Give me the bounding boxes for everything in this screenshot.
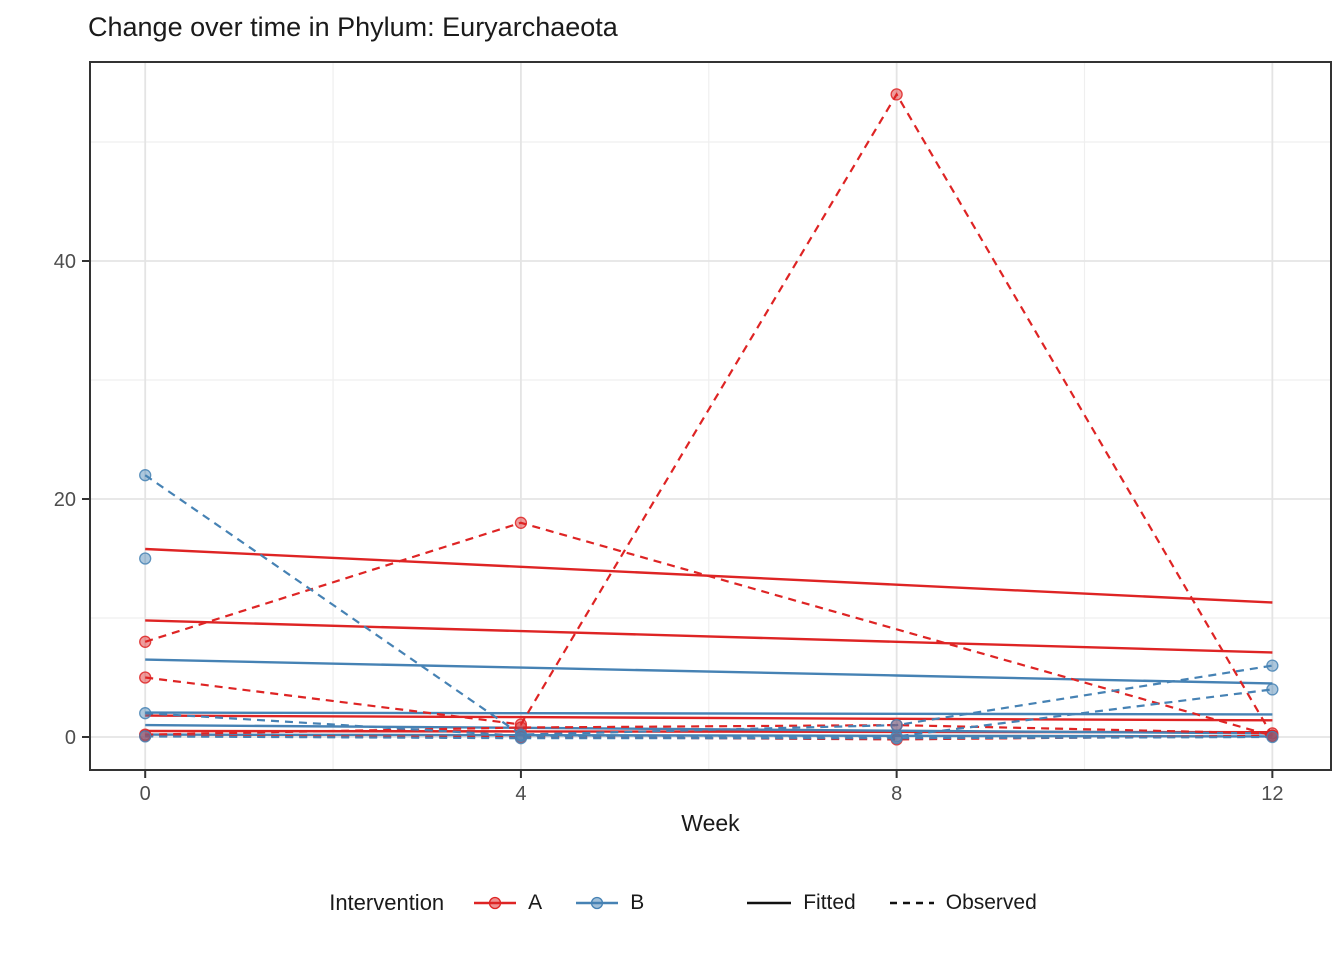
fitted-line-b	[145, 658, 1273, 685]
legend-key-group-b: B	[574, 891, 662, 915]
legend: Intervention A B Fitted	[0, 890, 1344, 916]
y-tick-label: 0	[65, 727, 76, 749]
chart-title: Change over time in Phylum: Euryarchaeot…	[88, 12, 618, 42]
observed-line-a	[145, 92, 1274, 737]
observed-line-b	[145, 688, 1273, 738]
fitted-line-b	[145, 711, 1273, 716]
panel-border	[89, 61, 1332, 771]
observed-line-a	[145, 723, 1273, 736]
y-tick-label: 20	[54, 489, 76, 511]
fitted-line-a	[145, 714, 1273, 722]
data-point-a	[514, 516, 528, 529]
legend-title: Intervention	[329, 890, 445, 915]
x-tick-label: 4	[515, 783, 526, 805]
dashed-line-icon	[889, 901, 934, 905]
observed-line-b	[145, 735, 1273, 740]
data-point-b	[1266, 683, 1279, 696]
plot-area: 0 4 8 12 0 20 40	[54, 61, 1332, 805]
data-point-b	[139, 707, 152, 720]
data-point-a	[139, 671, 152, 684]
observed-line-a	[144, 521, 1273, 737]
data-point-b	[139, 469, 152, 482]
panel-background	[90, 62, 1331, 770]
legend-key-observed: Observed	[888, 891, 1055, 915]
legend-label-fitted: Fitted	[803, 891, 856, 914]
data-point-b	[1266, 730, 1279, 744]
data-point-b	[890, 718, 903, 732]
legend-label-b: B	[630, 891, 645, 914]
y-tick-label: 40	[54, 251, 76, 273]
data-point-a	[139, 635, 152, 648]
legend-key-fitted: Fitted	[745, 891, 874, 915]
legend-label-a: A	[528, 891, 543, 914]
x-tick-label: 8	[891, 783, 902, 805]
legend-key-group-a: A	[472, 891, 560, 915]
data-point-a	[890, 88, 903, 101]
data-point-b	[139, 730, 152, 743]
x-tick-label: 12	[1261, 783, 1283, 805]
x-axis-label: Week	[681, 810, 740, 836]
x-tick-label: 0	[140, 783, 151, 805]
data-point-b	[1266, 659, 1279, 672]
data-point-b	[514, 732, 528, 745]
solid-line-icon	[747, 901, 792, 905]
fitted-line-a	[145, 619, 1273, 654]
group-b-line-dot-icon	[576, 896, 619, 910]
data-point-b	[890, 732, 903, 745]
observed-line-b	[144, 474, 1273, 736]
data-point-b	[139, 552, 152, 565]
group-a-line-dot-icon	[474, 896, 517, 910]
legend-label-observed: Observed	[945, 891, 1037, 914]
